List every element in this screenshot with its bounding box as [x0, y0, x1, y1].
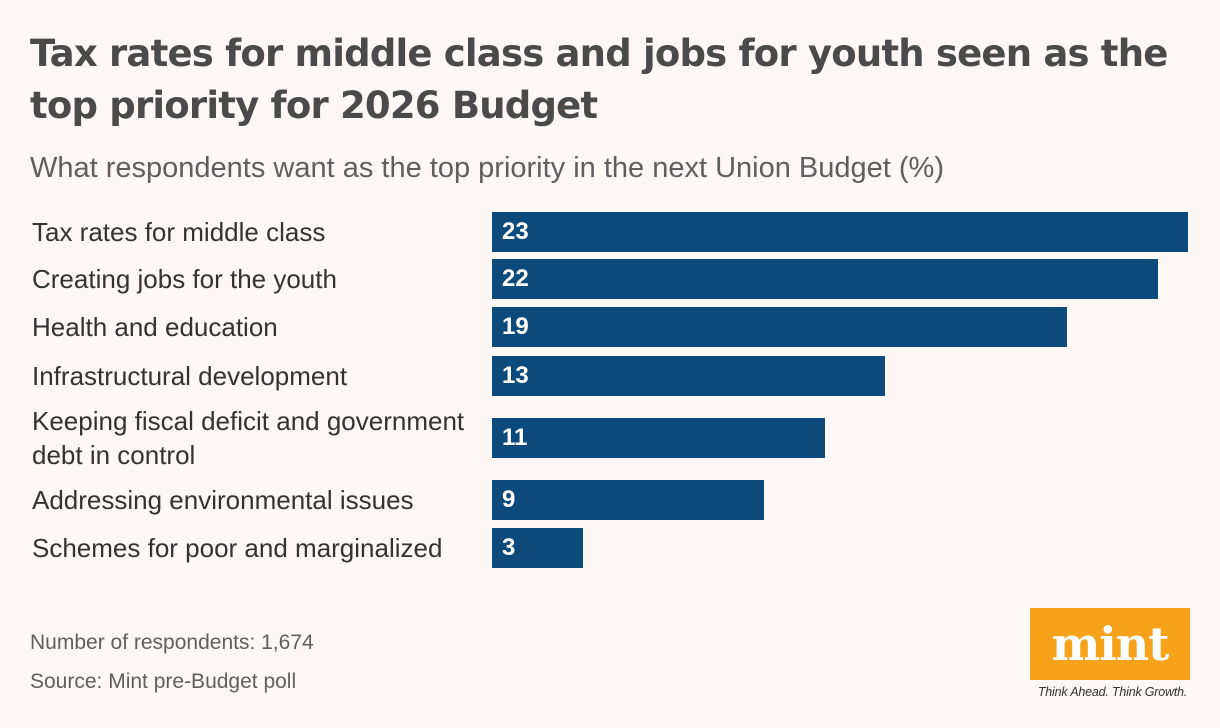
bar	[492, 307, 1067, 347]
chart-subtitle: What respondents want as the top priorit…	[30, 152, 944, 184]
bar-value-label: 19	[502, 313, 529, 340]
bar-value-label: 3	[502, 534, 516, 561]
bar	[492, 528, 583, 568]
bar	[492, 259, 1158, 299]
category-label: Tax rates for middle class	[32, 217, 326, 247]
bar-value-label: 23	[502, 218, 529, 245]
bar-value-label: 11	[502, 424, 528, 451]
category-label: Schemes for poor and marginalized	[32, 533, 443, 563]
category-label: Creating jobs for the youth	[32, 264, 337, 294]
chart-title: Tax rates for middle class and jobs for …	[30, 32, 1168, 127]
bar	[492, 418, 825, 458]
category-label: Addressing environmental issues	[32, 485, 414, 515]
bar-value-label: 22	[502, 265, 529, 292]
respondents-note: Number of respondents: 1,674	[30, 631, 314, 654]
logo-tagline: Think Ahead. Think Growth.	[1037, 685, 1188, 699]
bar	[492, 356, 885, 396]
bar-value-label: 9	[502, 486, 516, 513]
source-note: Source: Mint pre-Budget poll	[30, 670, 297, 693]
category-label: Keeping fiscal deficit and government de…	[32, 406, 465, 470]
bar	[492, 212, 1188, 252]
mint-logo: mint	[1030, 608, 1190, 680]
bar-value-label: 13	[502, 362, 529, 389]
category-label: Infrastructural development	[32, 361, 348, 391]
bar	[492, 480, 764, 520]
category-label: Health and education	[32, 312, 278, 342]
